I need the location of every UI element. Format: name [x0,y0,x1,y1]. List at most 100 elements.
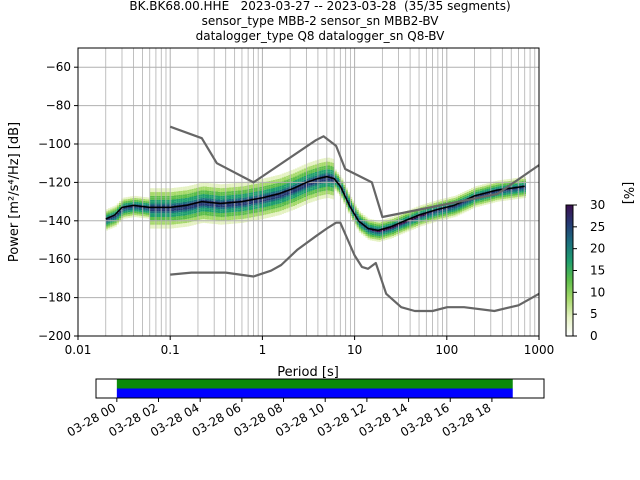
heatmap-cell [235,192,238,195]
heatmap-cell [295,205,298,207]
heatmap-cell [119,216,122,219]
heatmap-cell [281,198,284,201]
heatmap-cell [112,206,115,209]
heatmap-cell [231,210,234,213]
heatmap-cell [308,199,311,202]
heatmap-cell [174,206,177,209]
heatmap-cell [369,232,372,235]
heatmap-cell [130,208,133,210]
heatmap-cell [405,220,408,223]
heatmap-cell [130,209,133,212]
heatmap-cell [211,189,214,192]
heatmap-cell [215,203,218,205]
heatmap-cell [160,218,163,221]
heatmap-cell [253,209,256,212]
heatmap-cell [209,200,212,203]
heatmap-cell [301,180,304,183]
heatmap-cell [145,199,148,202]
heatmap-cell [215,187,218,190]
heatmap-cell [301,173,304,176]
heatmap-cell [451,211,454,214]
heatmap-cell [196,195,199,198]
heatmap-cell [411,223,414,226]
heatmap-cell [330,179,333,182]
heatmap-cell [156,188,159,191]
heatmap-cell [297,169,300,172]
heatmap-cell [171,212,174,215]
heatmap-cell [365,228,368,231]
heatmap-cell [213,206,216,209]
heatmap-cell [277,200,280,202]
heatmap-cell [350,196,353,199]
heatmap-cell [288,186,291,189]
heatmap-cell [303,164,306,167]
heatmap-cell [193,215,196,218]
heatmap-cell [167,218,170,221]
heatmap-cell [275,202,278,205]
heatmap-cell [506,194,509,197]
heatmap-cell [464,204,467,207]
heatmap-cell [306,188,309,191]
heatmap-cell [266,214,269,217]
heatmap-cell [152,188,155,191]
heatmap-cell [358,215,361,218]
colorbar-tick-label: 0 [590,329,598,343]
heatmap-cell [174,210,177,213]
heatmap-cell [204,203,207,206]
heatmap-cell [457,213,460,216]
heatmap-cell [154,218,157,221]
heatmap-cell [259,200,262,203]
heatmap-cell [501,197,504,200]
heatmap-cell [354,212,357,215]
heatmap-cell [202,192,205,195]
heatmap-cell [323,173,326,176]
heatmap-cell [196,185,199,188]
heatmap-cell [204,198,207,201]
heatmap-cell [182,221,185,224]
heatmap-cell [411,208,414,211]
heatmap-cell [209,196,212,199]
heatmap-cell [310,200,313,203]
heatmap-cell [314,191,317,194]
heatmap-cell [297,192,300,195]
heatmap-cell [264,178,267,181]
heatmap-cell [288,197,291,200]
heatmap-cell [521,194,524,197]
heatmap-cell [400,230,403,233]
heatmap-cell [182,215,185,218]
heatmap-cell [136,209,139,212]
heatmap-cell [402,221,405,224]
heatmap-cell [105,211,108,214]
heatmap-cell [427,216,430,219]
heatmap-cell [156,211,159,214]
heatmap-cell [222,211,225,213]
heatmap-cell [477,185,480,188]
heatmap-cell [244,183,247,186]
heatmap-cell [308,170,311,173]
heatmap-cell [200,190,203,193]
heatmap-cell [486,189,489,191]
heatmap-cell [156,222,159,225]
heatmap-cell [495,186,498,189]
heatmap-cell [270,176,273,179]
heatmap-cell [427,212,430,215]
heatmap-cell [444,201,447,204]
heatmap-cell [512,186,515,188]
heatmap-cell [156,192,159,194]
heatmap-cell [108,212,111,215]
heatmap-cell [167,213,170,216]
heatmap-cell [266,196,269,199]
heatmap-cell [136,205,139,208]
heatmap-cell [237,205,240,208]
heatmap-cell [361,220,364,223]
heatmap-cell [460,193,463,196]
heatmap-cell [464,208,467,211]
heatmap-cell [391,234,394,236]
heatmap-cell [455,214,458,217]
heatmap-cell [255,210,258,213]
heatmap-cell [112,225,115,228]
heatmap-cell [229,206,232,209]
heatmap-cell [174,205,177,207]
heatmap-cell [209,194,212,197]
heatmap-cell [466,207,469,210]
